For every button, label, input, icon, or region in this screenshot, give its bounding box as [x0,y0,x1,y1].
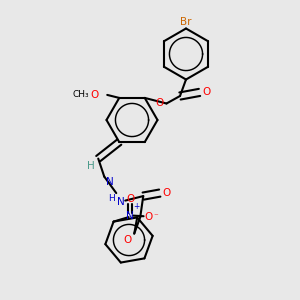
Text: O: O [145,212,153,222]
Text: N: N [126,211,134,220]
Text: O: O [124,235,132,245]
Text: Br: Br [180,17,192,27]
Text: H: H [108,194,115,203]
Text: N: N [117,197,125,207]
Text: O: O [162,188,170,198]
Text: ⁻: ⁻ [154,213,158,222]
Text: H: H [87,161,94,171]
Text: +: + [134,202,140,211]
Text: O: O [156,98,164,108]
Text: O: O [90,90,98,100]
Text: N: N [106,178,113,188]
Text: O: O [126,194,134,204]
Text: O: O [202,87,210,98]
Text: CH₃: CH₃ [73,90,89,99]
